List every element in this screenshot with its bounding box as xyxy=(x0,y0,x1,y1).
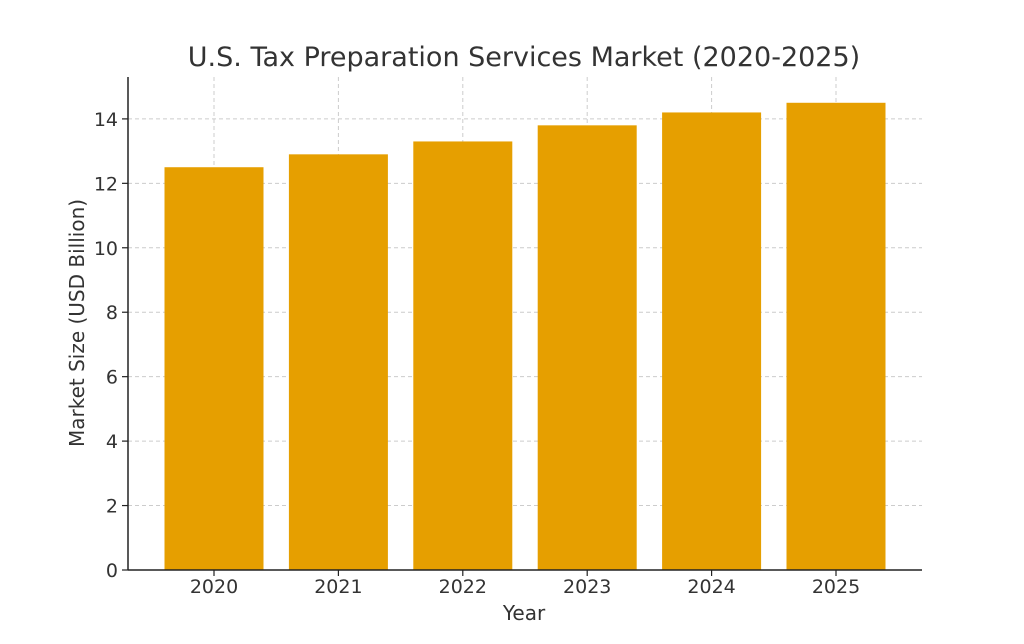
x-tick-label: 2025 xyxy=(812,576,860,598)
bar-2020 xyxy=(164,167,264,570)
chart-title: U.S. Tax Preparation Services Market (20… xyxy=(188,42,860,73)
bar-2023 xyxy=(537,125,637,570)
bar-2022 xyxy=(413,141,513,570)
axes xyxy=(127,77,922,571)
y-tick-label: 14 xyxy=(94,109,118,131)
y-tick-label: 0 xyxy=(106,560,118,582)
x-tick-label: 2021 xyxy=(314,576,362,598)
y-tick-label: 12 xyxy=(94,173,118,195)
y-tick-label: 8 xyxy=(106,302,118,324)
bar-2024 xyxy=(662,112,762,570)
x-tick-label: 2022 xyxy=(439,576,487,598)
y-tick-label: 2 xyxy=(106,496,118,518)
bar-2021 xyxy=(288,154,388,571)
x-axis-label: Year xyxy=(502,601,546,625)
y-tick-label: 6 xyxy=(106,367,118,389)
bars xyxy=(164,102,886,571)
y-axis-label: Market Size (USD Billion) xyxy=(65,199,89,447)
x-tick-label: 2024 xyxy=(687,576,735,598)
y-tick-label: 4 xyxy=(106,431,118,453)
x-tick-label: 2023 xyxy=(563,576,611,598)
tick-labels: 0 2 4 6 8 10 12 14 2020 2021 2022 2023 2024 2025 xyxy=(94,109,860,598)
bar-2025 xyxy=(786,102,886,571)
x-tick-label: 2020 xyxy=(190,576,238,598)
y-tick-label: 10 xyxy=(94,238,118,260)
